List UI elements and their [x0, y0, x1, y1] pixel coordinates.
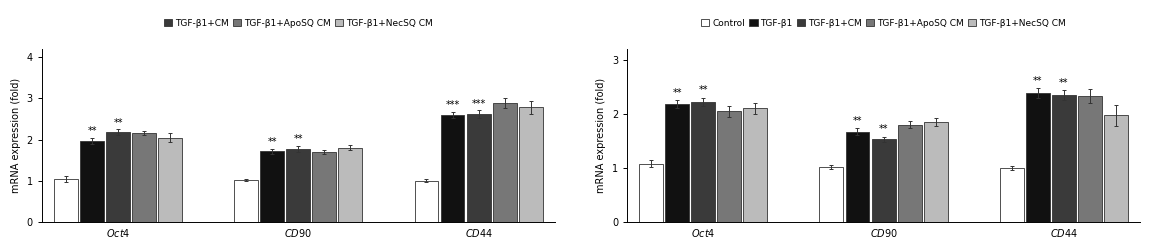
- Bar: [744, 108, 768, 222]
- Bar: [312, 152, 336, 222]
- Bar: [466, 114, 490, 222]
- Bar: [820, 167, 844, 222]
- Bar: [665, 104, 689, 222]
- Bar: [338, 148, 363, 222]
- Bar: [54, 179, 78, 222]
- Bar: [260, 151, 284, 222]
- Text: **: **: [878, 124, 889, 134]
- Bar: [414, 181, 439, 222]
- Bar: [846, 132, 869, 222]
- Bar: [1052, 95, 1076, 222]
- Bar: [132, 132, 157, 222]
- Bar: [898, 125, 922, 222]
- Y-axis label: mRNA expression (fold): mRNA expression (fold): [596, 78, 607, 193]
- Bar: [81, 141, 104, 222]
- Bar: [287, 149, 311, 222]
- Bar: [1000, 168, 1023, 222]
- Text: ***: ***: [472, 99, 486, 109]
- Bar: [1077, 96, 1102, 222]
- Bar: [1104, 116, 1128, 222]
- Legend: TGF-β1+CM, TGF-β1+ApoSQ CM, TGF-β1+NecSQ CM: TGF-β1+CM, TGF-β1+ApoSQ CM, TGF-β1+NecSQ…: [160, 16, 436, 32]
- Bar: [639, 164, 663, 222]
- Bar: [441, 115, 465, 222]
- Bar: [106, 132, 130, 222]
- Bar: [493, 103, 517, 222]
- Text: **: **: [1059, 78, 1068, 88]
- Y-axis label: mRNA expression (fold): mRNA expression (fold): [12, 78, 21, 193]
- Bar: [1026, 93, 1050, 222]
- Legend: Control, TGF-β1, TGF-β1+CM, TGF-β1+ApoSQ CM, TGF-β1+NecSQ CM: Control, TGF-β1, TGF-β1+CM, TGF-β1+ApoSQ…: [698, 16, 1069, 32]
- Bar: [717, 111, 741, 222]
- Bar: [158, 138, 182, 222]
- Text: **: **: [672, 88, 683, 98]
- Bar: [923, 122, 947, 222]
- Bar: [692, 102, 715, 222]
- Text: **: **: [699, 86, 708, 96]
- Text: **: **: [267, 137, 277, 147]
- Text: ***: ***: [445, 100, 459, 110]
- Bar: [871, 139, 895, 222]
- Text: **: **: [294, 134, 303, 144]
- Bar: [519, 108, 542, 222]
- Text: **: **: [113, 118, 123, 128]
- Bar: [235, 180, 258, 222]
- Text: **: **: [1032, 76, 1043, 86]
- Text: **: **: [87, 126, 97, 136]
- Text: **: **: [853, 116, 862, 126]
